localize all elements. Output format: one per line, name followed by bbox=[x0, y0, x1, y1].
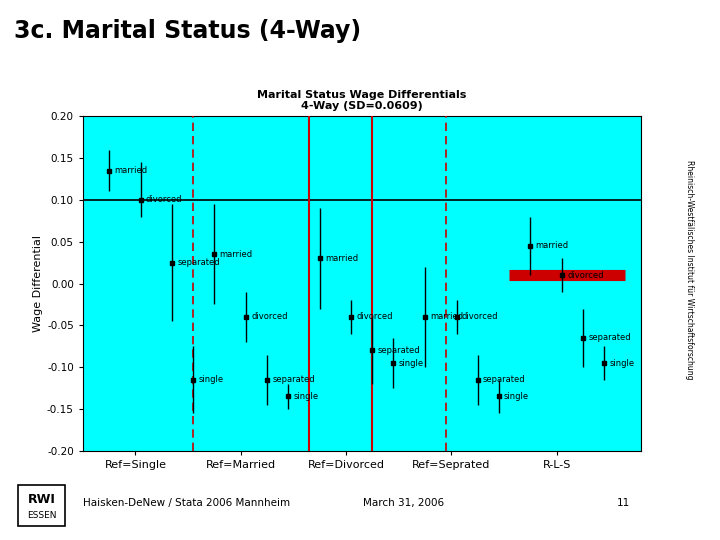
Text: separated: separated bbox=[272, 375, 315, 384]
Text: single: single bbox=[293, 392, 318, 401]
Text: RWI: RWI bbox=[28, 492, 55, 505]
Text: separated: separated bbox=[377, 346, 420, 355]
Text: divorced: divorced bbox=[251, 313, 288, 321]
Text: divorced: divorced bbox=[356, 313, 393, 321]
Text: married: married bbox=[114, 166, 148, 175]
Text: separated: separated bbox=[178, 258, 220, 267]
Text: single: single bbox=[199, 375, 224, 384]
Text: single: single bbox=[609, 359, 634, 368]
Text: 11: 11 bbox=[617, 498, 630, 508]
Text: married: married bbox=[325, 254, 358, 263]
Text: separated: separated bbox=[483, 375, 526, 384]
Text: 3c. Marital Status (4-Way): 3c. Marital Status (4-Way) bbox=[14, 19, 361, 43]
Text: married: married bbox=[220, 249, 253, 259]
Text: single: single bbox=[399, 359, 424, 368]
Text: March 31, 2006: March 31, 2006 bbox=[363, 498, 444, 508]
Text: divorced: divorced bbox=[567, 271, 603, 280]
Text: separated: separated bbox=[588, 333, 631, 342]
Y-axis label: Wage Differential: Wage Differential bbox=[32, 235, 42, 332]
Text: single: single bbox=[504, 392, 529, 401]
Text: married: married bbox=[536, 241, 569, 251]
Text: divorced: divorced bbox=[462, 313, 498, 321]
Text: Rheinisch-Westfälisches Institut für Wirtschaftsforschung: Rheinisch-Westfälisches Institut für Wir… bbox=[685, 160, 694, 380]
Text: married: married bbox=[431, 313, 464, 321]
Title: Marital Status Wage Differentials
4-Way (SD=0.0609): Marital Status Wage Differentials 4-Way … bbox=[257, 90, 467, 111]
Text: Haisken-DeNew / Stata 2006 Mannheim: Haisken-DeNew / Stata 2006 Mannheim bbox=[83, 498, 290, 508]
Text: divorced: divorced bbox=[146, 195, 182, 204]
Text: ESSEN: ESSEN bbox=[27, 511, 56, 520]
